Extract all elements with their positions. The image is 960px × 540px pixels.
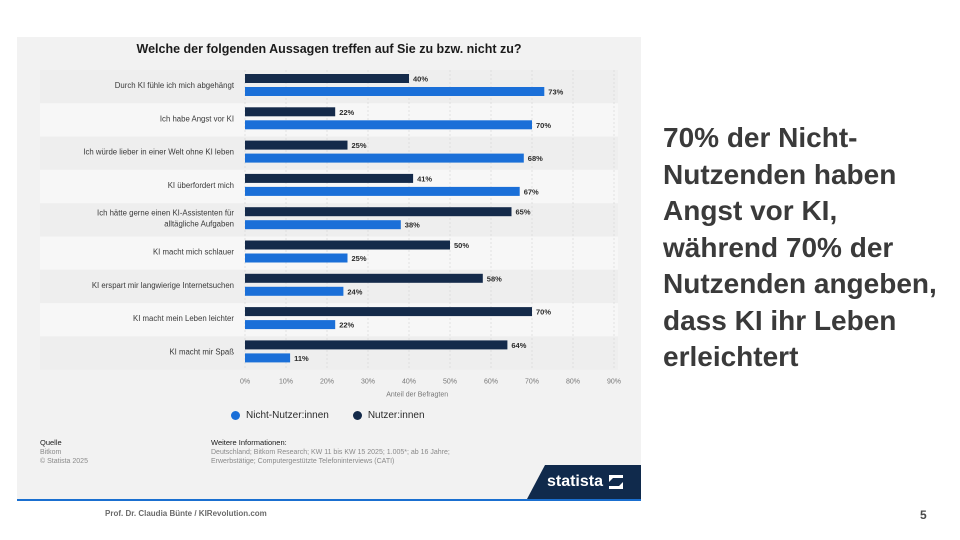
bar-non-users xyxy=(245,87,545,96)
statista-logo: statista xyxy=(527,465,641,499)
data-label: 50% xyxy=(454,241,469,250)
category-label: Durch KI fühle ich mich abgehängt xyxy=(115,81,235,90)
statista-wordmark: statista xyxy=(546,473,603,490)
category-label: alltägliche Aufgaben xyxy=(164,220,234,229)
bar-non-users xyxy=(245,353,291,363)
statista-icon xyxy=(609,475,623,489)
bar-users xyxy=(245,240,450,250)
x-tick-label: 20% xyxy=(320,379,334,386)
x-axis-label: Anteil der Befragten xyxy=(386,392,448,399)
chart-legend: Nicht-Nutzer:innen Nutzer:innen xyxy=(231,410,425,421)
category-label: KI erspart mir langwierige Internetsuche… xyxy=(92,281,234,290)
x-tick-label: 60% xyxy=(484,379,498,386)
x-tick-label: 50% xyxy=(443,379,457,386)
data-label: 38% xyxy=(405,221,420,230)
category-label: Ich würde lieber in einer Welt ohne KI l… xyxy=(83,148,234,157)
data-label: 41% xyxy=(417,174,432,183)
data-label: 70% xyxy=(536,308,551,317)
bar-non-users xyxy=(245,120,532,130)
source-line: Bitkom xyxy=(40,448,62,456)
legend-item-non-users: Nicht-Nutzer:innen xyxy=(231,410,329,421)
data-label: 70% xyxy=(536,121,551,130)
category-label: KI macht mein Leben leichter xyxy=(133,314,234,323)
x-tick-label: 0% xyxy=(240,379,250,386)
data-label: 25% xyxy=(352,254,367,263)
bar-users xyxy=(245,273,483,283)
data-label: 64% xyxy=(511,341,526,350)
info-block: Weitere Informationen: Deutschland; Bitk… xyxy=(211,438,461,467)
category-label: KI macht mich schlauer xyxy=(153,248,234,257)
bar-non-users xyxy=(245,320,336,330)
bar-users xyxy=(245,207,512,217)
bar-users xyxy=(245,74,409,83)
data-label: 22% xyxy=(339,321,354,330)
footer-author: Prof. Dr. Claudia Bünte / KIRevolution.c… xyxy=(105,509,267,518)
legend-label-users: Nutzer:innen xyxy=(367,410,425,421)
legend-swatch-users xyxy=(352,411,362,420)
data-label: 11% xyxy=(294,354,309,363)
bar-non-users xyxy=(245,186,520,196)
info-text: Deutschland; Bitkom Research; KW 11 bis … xyxy=(211,448,450,466)
page-number: 5 xyxy=(920,508,927,522)
legend-swatch-non-users xyxy=(231,411,240,420)
data-label: 24% xyxy=(347,287,362,296)
bar-users xyxy=(245,107,336,117)
x-tick-label: 90% xyxy=(607,379,621,386)
x-tick-label: 70% xyxy=(525,379,539,386)
legend-label-non-users: Nicht-Nutzer:innen xyxy=(246,410,329,421)
bar-non-users xyxy=(245,220,401,230)
source-heading: Quelle xyxy=(40,438,62,447)
x-tick-label: 10% xyxy=(279,379,293,386)
data-label: 65% xyxy=(516,208,531,217)
bar-non-users xyxy=(245,286,344,296)
x-tick-label: 40% xyxy=(402,379,416,386)
bar-users xyxy=(245,173,414,183)
category-label: KI überfordert mich xyxy=(168,181,234,190)
copyright-line: © Statista 2025 xyxy=(40,458,88,465)
x-tick-label: 30% xyxy=(361,379,375,386)
data-label: 68% xyxy=(528,154,543,163)
category-label: Ich hätte gerne einen KI-Assistenten für xyxy=(97,209,234,218)
data-label: 22% xyxy=(339,108,354,117)
data-label: 58% xyxy=(487,274,502,283)
data-label: 40% xyxy=(413,75,428,84)
card-accent-line xyxy=(17,499,641,501)
bar-users xyxy=(245,340,508,350)
chart-title: Welche der folgenden Aussagen treffen au… xyxy=(136,42,522,56)
info-heading: Weitere Informationen: xyxy=(211,438,287,447)
data-label: 67% xyxy=(524,187,539,196)
bar-non-users xyxy=(245,153,524,163)
data-label: 73% xyxy=(548,88,563,97)
bar-users xyxy=(245,307,532,317)
bar-users xyxy=(245,140,348,150)
category-label: KI macht mir Spaß xyxy=(169,347,234,356)
data-label: 25% xyxy=(352,141,367,150)
slide-headline: 70% der Nicht-Nutzenden haben Angst vor … xyxy=(663,122,937,372)
legend-item-users: Nutzer:innen xyxy=(352,410,425,421)
source-block: Quelle Bitkom © Statista 2025 xyxy=(40,438,190,467)
category-label: Ich habe Angst vor KI xyxy=(160,114,234,123)
bar-non-users xyxy=(245,253,348,263)
x-tick-label: 80% xyxy=(566,379,580,386)
